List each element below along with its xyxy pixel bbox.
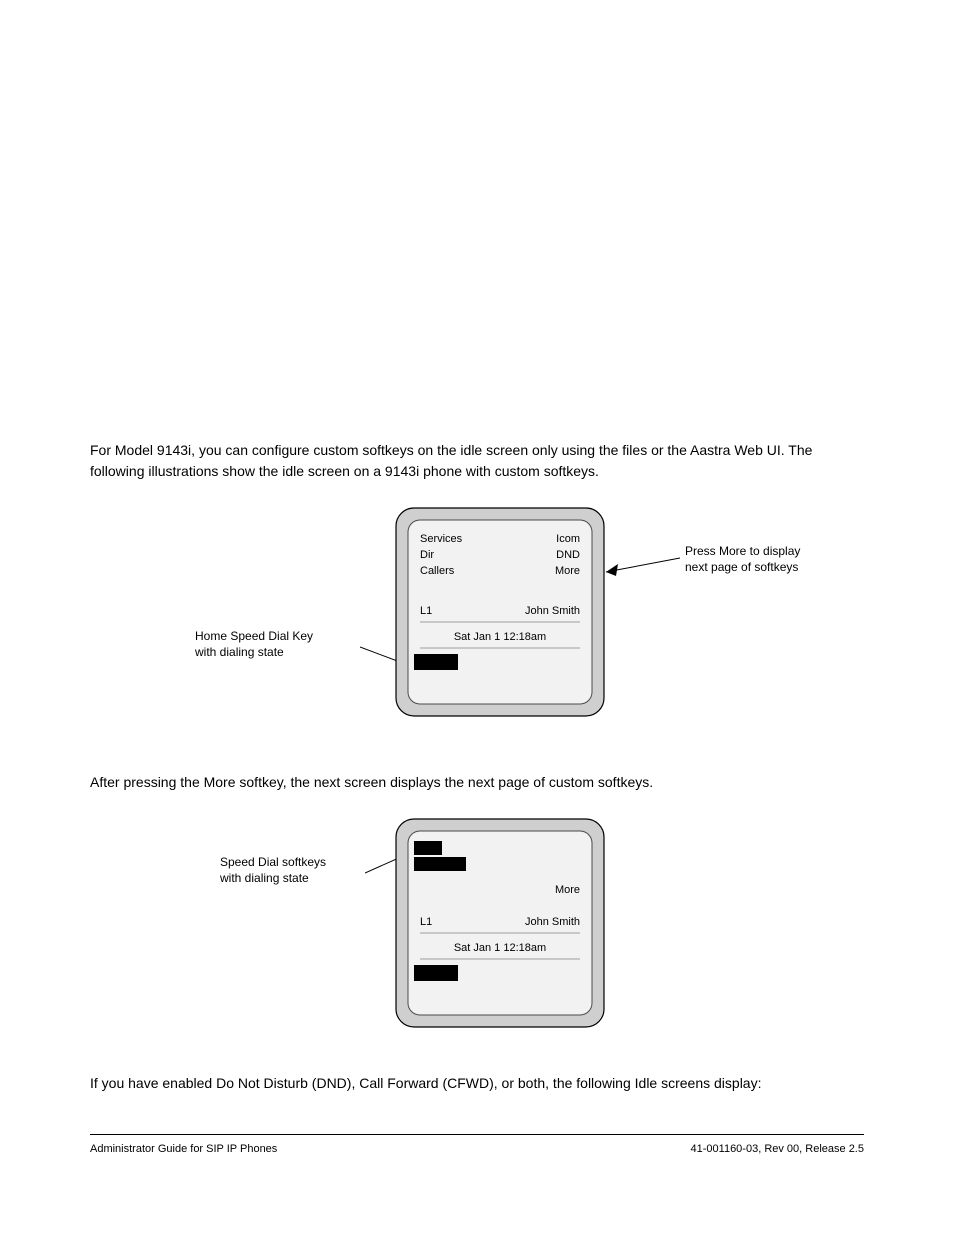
paragraph-dnd: If you have enabled Do Not Disturb (DND)… xyxy=(90,1073,864,1094)
page: For Model 9143i, you can configure custo… xyxy=(0,0,954,1235)
callout-right-arrow-1 xyxy=(600,552,700,592)
screen2-datetime: Sat Jan 1 12:18am xyxy=(454,942,546,954)
screen1-services: Services xyxy=(420,533,463,545)
screen2-home: Home xyxy=(418,968,447,980)
screen1-dir: Dir xyxy=(420,549,434,561)
callout-right-text-1: Press More to display next page of softk… xyxy=(685,544,855,575)
footer-rule xyxy=(90,1134,864,1135)
screen2-more: More xyxy=(555,884,580,896)
paragraph-intro: For Model 9143i, you can configure custo… xyxy=(90,440,864,482)
callout-left-text-1: Home Speed Dial Key with dialing state xyxy=(195,629,365,660)
screen1-dnd: DND xyxy=(556,549,580,561)
screen2-caller: John Smith xyxy=(525,916,580,928)
figure-phone-1: Home Speed Dial Key with dialing state P… xyxy=(90,502,864,742)
phone-device-2: HR Support More L1 John Smith Sat Jan 1 … xyxy=(390,813,610,1033)
figure-phone-2: Speed Dial softkeys with dialing state H… xyxy=(90,813,864,1043)
screen1-callers: Callers xyxy=(420,565,455,577)
screen2-hr: HR xyxy=(418,843,434,855)
screen2-support: Support xyxy=(418,859,457,871)
footer-left: Administrator Guide for SIP IP Phones xyxy=(90,1143,277,1155)
screen1-icom: Icom xyxy=(556,533,580,545)
screen1-caller: John Smith xyxy=(525,605,580,617)
paragraph-mid: After pressing the More softkey, the nex… xyxy=(90,772,864,793)
footer-right: 41-001160-03, Rev 00, Release 2.5 xyxy=(691,1143,864,1155)
phone-device-1: Services Dir Callers Icom DND More L1 Jo… xyxy=(390,502,610,722)
screen1-more: More xyxy=(555,565,580,577)
screen1-line: L1 xyxy=(420,605,432,617)
screen1-datetime: Sat Jan 1 12:18am xyxy=(454,631,546,643)
footer: Administrator Guide for SIP IP Phones 41… xyxy=(90,1143,864,1155)
screen1-home: Home xyxy=(418,657,447,669)
screen2-line: L1 xyxy=(420,916,432,928)
